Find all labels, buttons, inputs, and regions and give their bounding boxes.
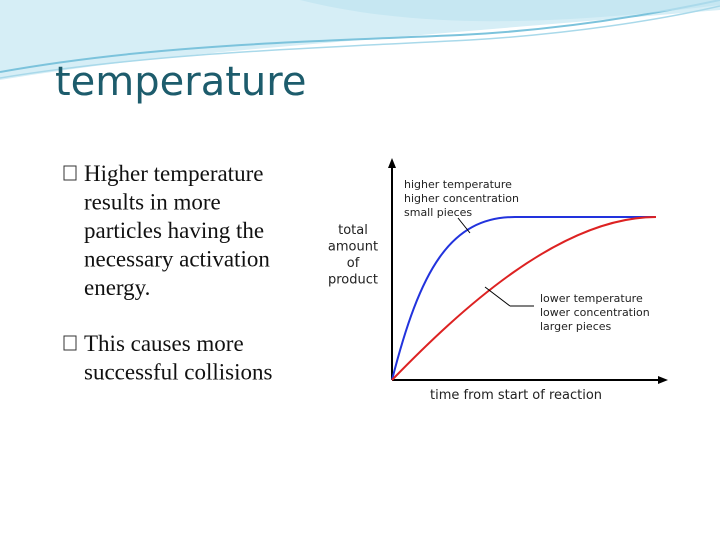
- bullet-list: Higher temperature results in more particl…: [84, 161, 272, 385]
- axis-arrow: [658, 376, 668, 384]
- bullet-text: successful collisions: [84, 360, 272, 385]
- y-axis-label: of: [347, 256, 360, 271]
- curve-label: higher temperature: [404, 178, 512, 191]
- header-wave-line: [0, 0, 720, 73]
- figure-background: [315, 155, 700, 405]
- y-axis-label: total: [338, 223, 368, 238]
- pointer-line: [457, 217, 471, 234]
- curve-label: higher concentration: [404, 192, 519, 205]
- curve-label: small pieces: [404, 206, 472, 219]
- bullet-marker: [63, 165, 77, 181]
- header-wave-line: [0, 5, 720, 79]
- bullet-text: necessary activation: [84, 247, 270, 272]
- bullet-text: particles having the: [84, 218, 264, 243]
- curve-high: [391, 216, 656, 381]
- curve-label: larger pieces: [540, 320, 612, 333]
- bullet-text: Higher temperature: [84, 161, 263, 186]
- curve-label: lower temperature: [540, 292, 643, 305]
- axis-arrow: [388, 158, 396, 168]
- header-wave: [300, 0, 720, 22]
- y-axis-label: product: [328, 273, 378, 288]
- curve-low: [391, 216, 657, 381]
- bullet-text: results in more: [84, 190, 221, 215]
- y-axis-label: amount: [328, 240, 378, 255]
- curve-label: lower concentration: [540, 306, 650, 319]
- bullet-text: energy.: [84, 275, 150, 300]
- x-axis-label: time from start of reaction: [430, 388, 602, 403]
- pointer-line: [484, 286, 511, 307]
- bullet-marker: [63, 335, 77, 351]
- bullet-text: This causes more: [84, 331, 244, 356]
- slide-title: temperature: [55, 59, 306, 105]
